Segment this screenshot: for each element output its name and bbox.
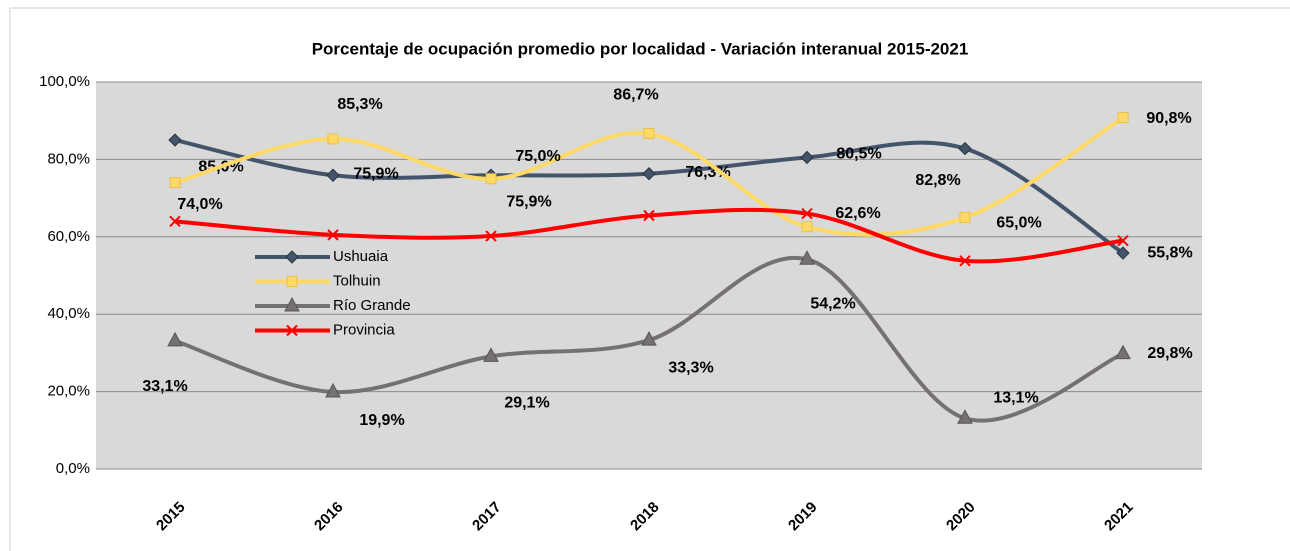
marker [643, 209, 655, 222]
plot-area [96, 82, 1202, 469]
data-label: 85,3% [337, 96, 382, 113]
marker [801, 207, 813, 220]
data-label: 75,9% [506, 193, 551, 210]
legend-label: Tolhuin [333, 272, 381, 289]
legend-marker [285, 250, 299, 264]
marker [1116, 246, 1130, 260]
marker [327, 133, 339, 145]
marker [641, 331, 657, 346]
marker [801, 221, 813, 233]
marker [643, 127, 655, 139]
y-tick-label: 60,0% [47, 228, 90, 245]
marker [1117, 234, 1129, 247]
marker [168, 133, 182, 147]
x-tick-label: 2020 [943, 499, 979, 535]
y-tick-label: 100,0% [39, 73, 90, 90]
data-label: 19,9% [359, 412, 404, 429]
x-tick-label: 2021 [1101, 499, 1137, 535]
legend-label: Provincia [333, 321, 395, 338]
y-tick-label: 0,0% [56, 460, 90, 477]
marker [957, 409, 973, 424]
marker [169, 215, 181, 228]
marker [327, 229, 339, 241]
legend-label: Río Grande [333, 297, 411, 314]
marker [485, 173, 497, 185]
data-label: 29,8% [1147, 345, 1192, 362]
marker [959, 255, 971, 267]
legend-marker [286, 324, 298, 337]
data-label: 75,9% [353, 165, 398, 182]
y-tick-label: 40,0% [47, 305, 90, 322]
marker [326, 168, 340, 182]
marker [642, 167, 656, 181]
x-tick-label: 2019 [785, 499, 821, 535]
data-label: 76,3% [685, 164, 730, 181]
chart-frame [9, 7, 1290, 551]
x-tick-label: 2015 [153, 499, 189, 535]
data-label: 82,8% [915, 172, 960, 189]
data-label: 80,5% [836, 146, 881, 163]
data-label: 33,3% [668, 359, 713, 376]
marker [325, 382, 341, 398]
marker [485, 230, 497, 242]
data-label: 13,1% [993, 390, 1038, 407]
marker [958, 141, 972, 156]
x-tick-label: 2018 [627, 499, 663, 535]
data-label: 54,2% [810, 295, 855, 312]
marker [1115, 344, 1131, 360]
data-label: 33,1% [142, 378, 187, 395]
marker [483, 347, 499, 362]
marker [800, 150, 814, 165]
data-label: 75,0% [515, 148, 560, 165]
x-tick-label: 2016 [311, 499, 347, 535]
y-tick-label: 20,0% [47, 383, 90, 400]
x-tick-label: 2017 [469, 499, 505, 535]
data-label: 74,0% [177, 196, 222, 213]
legend-label: Ushuaia [333, 248, 389, 265]
marker [959, 211, 971, 223]
legend-marker [286, 276, 298, 287]
chart-title: Porcentaje de ocupación promedio por loc… [312, 39, 969, 58]
data-label: 65,0% [996, 215, 1041, 232]
marker [799, 250, 815, 265]
marker [1117, 112, 1129, 124]
data-label: 55,8% [1147, 244, 1192, 261]
data-label: 86,7% [613, 87, 658, 104]
data-label: 62,6% [835, 205, 880, 222]
marker [169, 177, 181, 189]
marker [167, 331, 183, 347]
legend-marker [284, 296, 300, 312]
y-tick-label: 80,0% [47, 150, 90, 167]
data-label: 29,1% [504, 395, 549, 412]
data-label: 90,8% [1146, 110, 1191, 127]
